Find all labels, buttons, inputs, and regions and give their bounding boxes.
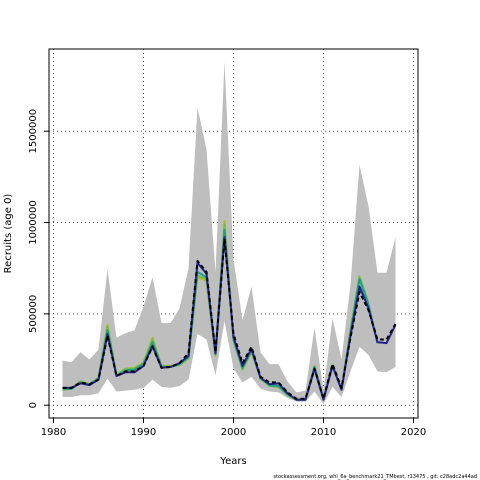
x-tick-label-2000: 2000 bbox=[221, 427, 246, 438]
y-tick-label-1000000: 1000000 bbox=[28, 200, 39, 245]
y-axis-label: Recruits (age 0) bbox=[3, 194, 14, 274]
x-axis: 1980 1990 2000 2010 2020 bbox=[41, 418, 426, 438]
confidence-band bbox=[62, 61, 396, 405]
y-tick-label-1500000: 1500000 bbox=[28, 109, 39, 154]
footnote: stockassessment.org, whl_6a_benchmark21_… bbox=[273, 474, 477, 480]
x-tick-label-2010: 2010 bbox=[311, 427, 336, 438]
y-tick-label-0: 0 bbox=[28, 402, 39, 408]
y-axis: 0 500000 1000000 1500000 bbox=[28, 109, 49, 408]
x-tick-label-1980: 1980 bbox=[41, 427, 66, 438]
y-tick-label-500000: 500000 bbox=[28, 295, 39, 333]
series-lines bbox=[62, 219, 397, 401]
x-tick-label-1990: 1990 bbox=[131, 427, 156, 438]
confidence-band-area bbox=[62, 61, 396, 405]
x-axis-label: Years bbox=[219, 456, 246, 467]
x-tick-label-2020: 2020 bbox=[401, 427, 426, 438]
series-line-1 bbox=[62, 238, 397, 400]
